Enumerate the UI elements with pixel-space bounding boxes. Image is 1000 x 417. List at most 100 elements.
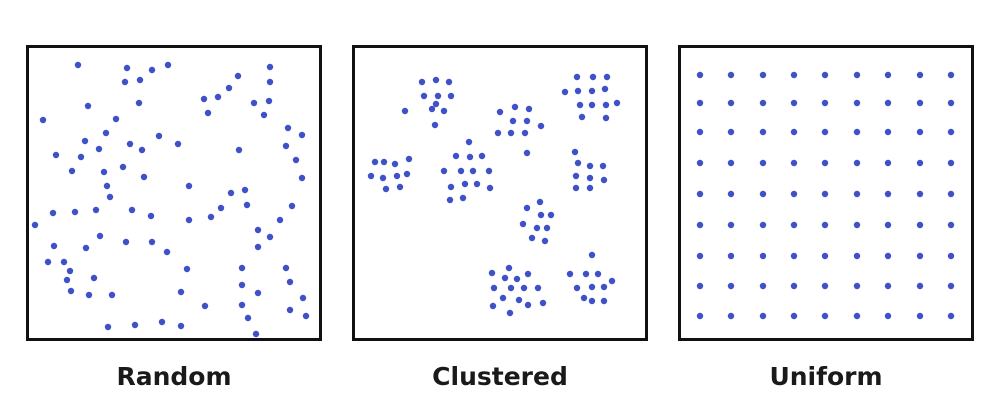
dot <box>140 173 148 181</box>
dot <box>302 312 310 320</box>
dot <box>447 92 455 100</box>
dot <box>112 115 120 123</box>
dot <box>727 71 735 79</box>
dot <box>126 140 134 148</box>
dot <box>821 312 829 320</box>
dot <box>260 111 268 119</box>
dot <box>528 234 536 242</box>
uniform-pattern-panel <box>678 45 974 341</box>
dot <box>790 190 798 198</box>
dot <box>67 287 75 295</box>
dot <box>501 274 509 282</box>
dot <box>580 294 588 302</box>
dot <box>520 284 528 292</box>
dot <box>254 289 262 297</box>
dot <box>252 330 260 338</box>
dot <box>594 270 602 278</box>
dot <box>536 198 544 206</box>
dot <box>821 190 829 198</box>
dot <box>574 159 582 167</box>
dot <box>403 170 411 178</box>
dot <box>235 146 243 154</box>
dot <box>759 128 767 136</box>
clustered-pattern-panel <box>352 45 648 341</box>
dot <box>821 99 829 107</box>
dot <box>505 264 513 272</box>
dot <box>371 158 379 166</box>
dot <box>250 99 258 107</box>
dot <box>234 72 242 80</box>
dot <box>108 291 116 299</box>
dot <box>601 85 609 93</box>
dot <box>459 194 467 202</box>
dot <box>254 243 262 251</box>
dot <box>418 78 426 86</box>
dot <box>147 212 155 220</box>
dot <box>853 71 861 79</box>
dot <box>478 152 486 160</box>
dot <box>884 159 892 167</box>
dot <box>382 185 390 193</box>
dot <box>916 221 924 229</box>
dot <box>367 172 375 180</box>
dot <box>282 264 290 272</box>
dot <box>507 284 515 292</box>
dot <box>916 190 924 198</box>
dot <box>292 156 300 164</box>
dot <box>539 299 547 307</box>
dot <box>432 76 440 84</box>
dot <box>543 224 551 232</box>
dot <box>515 296 523 304</box>
dot <box>52 151 60 159</box>
dot <box>100 168 108 176</box>
dot <box>405 155 413 163</box>
dot <box>92 206 100 214</box>
dot <box>571 148 579 156</box>
dot <box>103 182 111 190</box>
dot <box>486 184 494 192</box>
dot <box>589 73 597 81</box>
dot <box>523 117 531 125</box>
dot <box>434 92 442 100</box>
dot <box>428 105 436 113</box>
dot <box>853 221 861 229</box>
dot <box>473 180 481 188</box>
dot <box>790 282 798 290</box>
dot <box>821 282 829 290</box>
dot <box>244 314 252 322</box>
dot <box>164 61 172 69</box>
dot <box>148 66 156 74</box>
dot <box>759 71 767 79</box>
dot <box>138 146 146 154</box>
dot <box>84 102 92 110</box>
dot <box>603 73 611 81</box>
dot <box>696 221 704 229</box>
dot <box>155 132 163 140</box>
dot <box>696 190 704 198</box>
dot <box>537 211 545 219</box>
dot <box>533 224 541 232</box>
dot <box>266 233 274 241</box>
dot <box>534 284 542 292</box>
dot <box>853 159 861 167</box>
dot <box>254 226 262 234</box>
dot <box>588 87 596 95</box>
dot <box>884 71 892 79</box>
dot <box>600 283 608 291</box>
dot <box>727 282 735 290</box>
uniform-label: Uniform <box>769 362 883 391</box>
dot <box>265 97 273 105</box>
dot <box>821 159 829 167</box>
dot <box>600 297 608 305</box>
dot <box>947 71 955 79</box>
dot <box>217 204 225 212</box>
dot <box>494 129 502 137</box>
dot <box>572 184 580 192</box>
dot <box>547 211 555 219</box>
dot <box>916 99 924 107</box>
dot <box>696 71 704 79</box>
dot <box>44 258 52 266</box>
dot <box>947 312 955 320</box>
dot <box>489 302 497 310</box>
dot <box>576 101 584 109</box>
